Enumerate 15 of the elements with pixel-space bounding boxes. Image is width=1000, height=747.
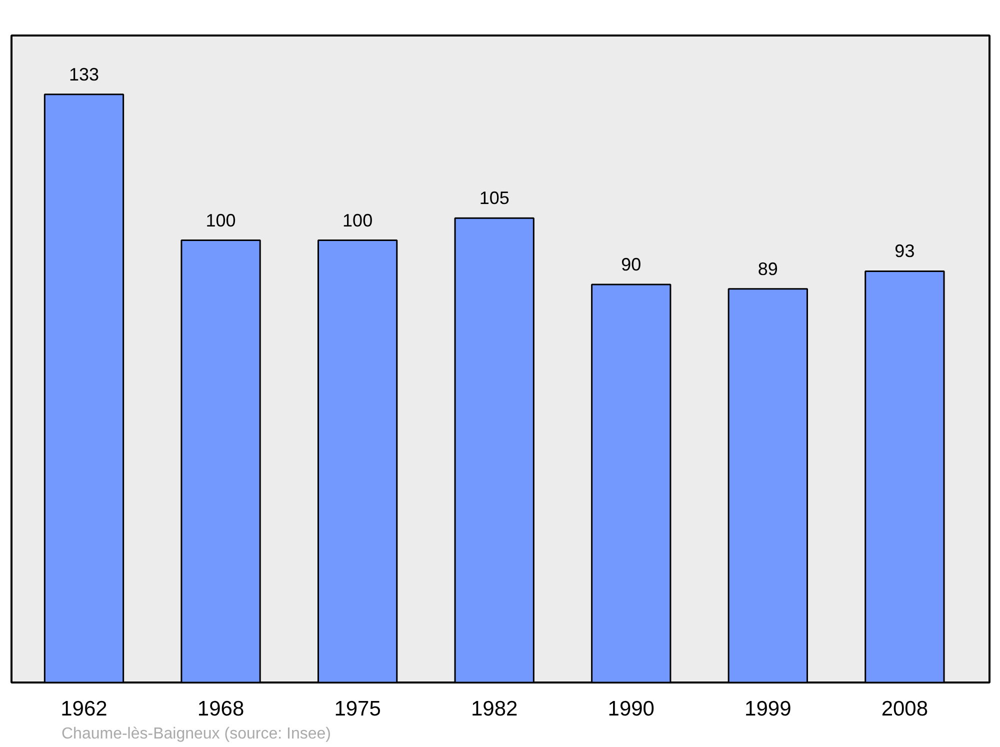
text: Chaume-lès-Baigneux (source: Insee) [62,726,331,742]
data-label: 93 [894,241,915,262]
x-tick-label: 1999 [744,698,792,720]
x-tick-label: 1982 [470,698,518,720]
x-tick-label: 1990 [608,698,654,720]
data-label: 100 [342,210,373,230]
x-tick-label: 1962 [60,698,108,720]
x-tick-label: 1968 [197,698,244,720]
data-label: 89 [758,258,778,279]
data-label: 133 [68,64,100,84]
x-tick-label: 1975 [334,698,381,720]
data-label: 105 [479,188,510,208]
x-tick-label: 2008 [881,698,928,720]
data-label: 100 [206,210,236,230]
data-label: 90 [621,254,642,274]
